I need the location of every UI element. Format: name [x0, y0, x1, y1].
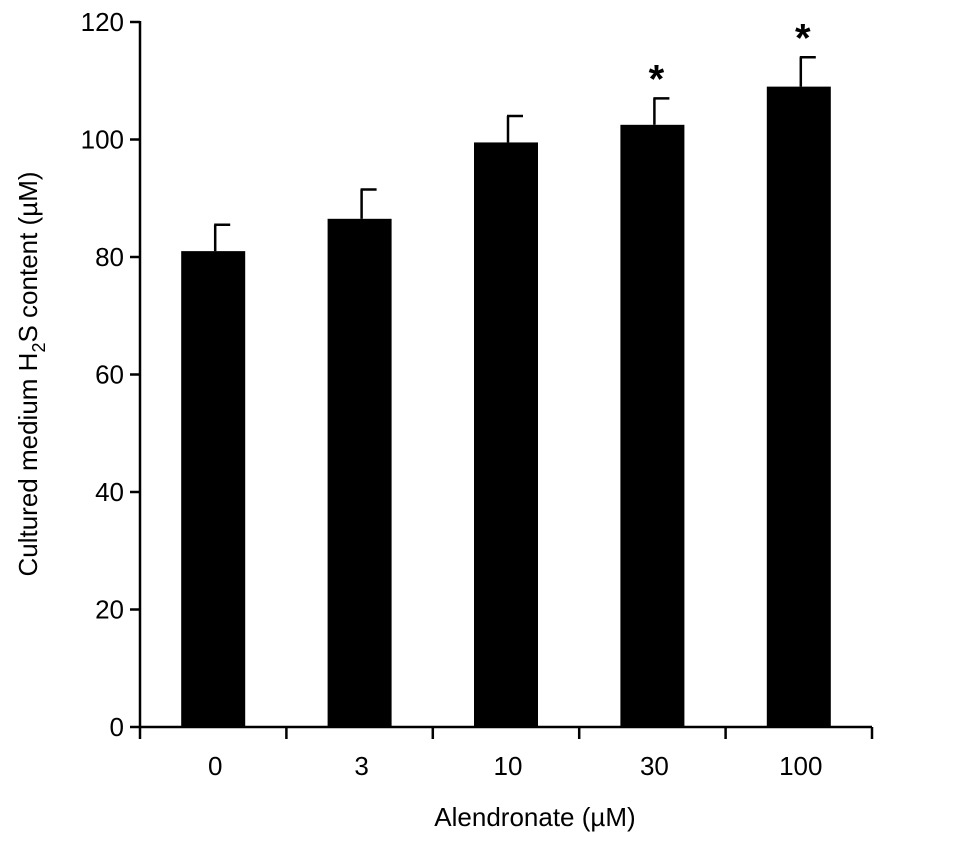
y-tick-label: 100	[81, 125, 124, 155]
x-axis-title: Alendronate (µM)	[434, 802, 635, 832]
significance-asterisk: *	[795, 16, 811, 60]
bar	[181, 251, 246, 727]
y-tick-label: 20	[95, 595, 124, 625]
bar	[474, 142, 538, 727]
y-tick-label: 0	[110, 712, 124, 742]
y-tick-label: 80	[95, 242, 124, 272]
y-tick-label: 120	[81, 7, 124, 37]
y-axis-title-prefix: Cultured medium H	[13, 353, 43, 577]
y-axis-title: Cultured medium H2S content (µM)	[13, 171, 49, 576]
bars-layer	[181, 86, 831, 727]
y-tick-label: 60	[95, 360, 124, 390]
y-axis-title-subscript: 2	[29, 343, 49, 353]
error-bars-layer	[213, 56, 816, 252]
bar	[766, 86, 831, 727]
x-tick-label: 30	[640, 751, 669, 781]
x-tick-label: 3	[354, 751, 368, 781]
x-ticks-layer: 0 3 10 30 100	[138, 727, 874, 781]
x-tick-label: 100	[779, 751, 822, 781]
bar	[327, 218, 392, 727]
y-axis-title-suffix: S content (µM)	[13, 171, 43, 342]
x-tick-label: 0	[208, 751, 222, 781]
bar	[620, 124, 685, 727]
x-tick-label: 10	[494, 751, 523, 781]
significance-layer: **	[649, 16, 811, 101]
y-tick-label: 40	[95, 477, 124, 507]
y-ticks-layer: 0 20 40 60 80 100 120	[81, 7, 140, 742]
significance-asterisk: *	[649, 57, 665, 101]
